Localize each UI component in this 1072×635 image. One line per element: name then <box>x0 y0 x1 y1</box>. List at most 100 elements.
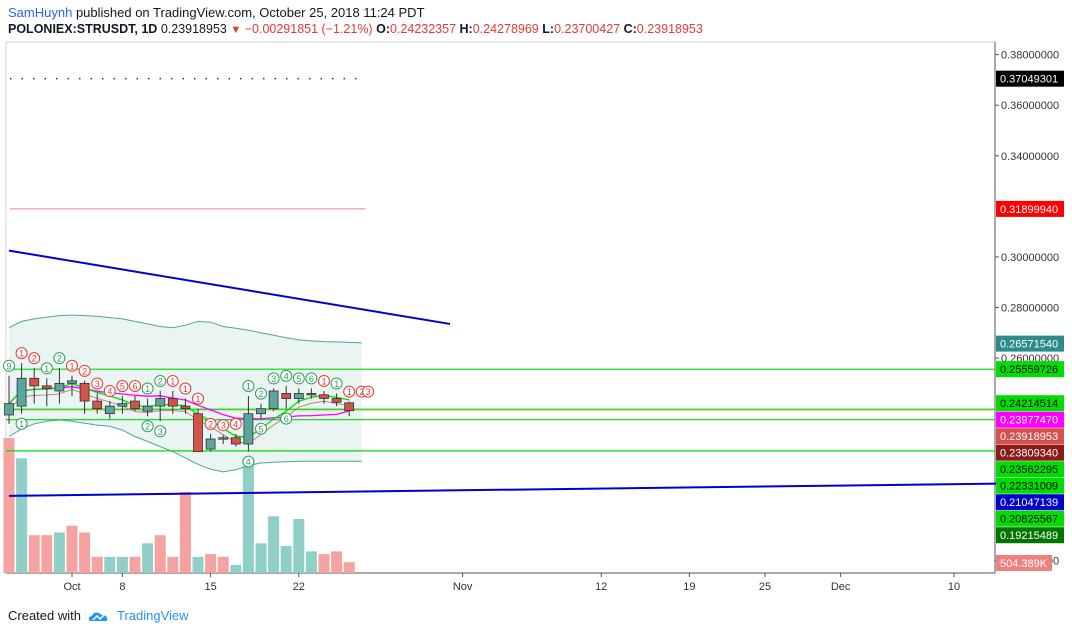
td-sequential-label: 3 <box>91 377 104 390</box>
td-sequential-label: 6 <box>305 372 318 385</box>
td-sequential-label: 5 <box>255 422 267 435</box>
volume-bar <box>268 516 280 573</box>
td-sequential-label: 2 <box>28 352 41 365</box>
svg-text:3: 3 <box>366 387 371 397</box>
y-tick-label: 0.30000000 <box>1001 252 1059 264</box>
candle-body <box>230 437 241 445</box>
x-tick-label: 22 <box>293 581 305 593</box>
svg-text:1: 1 <box>321 376 326 386</box>
svg-text:0.31899940: 0.31899940 <box>1000 204 1058 216</box>
price-tag: 0.25559726 <box>996 361 1064 378</box>
ohlc-line: POLONIEX:STRUSDT, 1D 0.23918953 ▼ −0.002… <box>8 22 703 36</box>
volume-bar <box>305 551 317 573</box>
x-tick-label: Nov <box>453 581 473 593</box>
td-sequential-label: 1 <box>343 385 356 398</box>
svg-text:6: 6 <box>309 374 314 384</box>
candle-body <box>155 398 166 407</box>
volume-bar <box>16 458 28 573</box>
candle-body <box>92 400 103 410</box>
volume-bar <box>28 535 40 573</box>
moving-average-green <box>8 382 350 438</box>
svg-text:5: 5 <box>120 382 125 392</box>
svg-text:1: 1 <box>145 384 150 394</box>
svg-text:2: 2 <box>158 376 163 386</box>
price-tag: 0.23809340 <box>996 444 1064 461</box>
candle-body <box>167 398 178 407</box>
svg-text:5: 5 <box>296 374 301 384</box>
candle-body <box>130 400 140 410</box>
td-sequential-label: 9 <box>3 359 15 372</box>
y-tick-label: 0.38000000 <box>1001 50 1059 62</box>
svg-text:3: 3 <box>271 374 276 384</box>
td-sequential-label: 2 <box>204 417 217 430</box>
low-value: 0.23700427 <box>554 22 621 36</box>
volume-bar <box>104 556 116 573</box>
volume-bar <box>205 554 217 573</box>
svg-text:0.23918953: 0.23918953 <box>1000 431 1058 443</box>
price-tag: 0.26571540 <box>996 335 1064 352</box>
volume-bar <box>318 554 330 573</box>
td-sequential-label: 1 <box>141 382 154 395</box>
svg-text:1: 1 <box>334 379 339 389</box>
svg-text:2: 2 <box>208 419 213 429</box>
author-link[interactable]: SamHuynh <box>8 5 73 20</box>
td-sequential-label: 3 <box>362 385 375 398</box>
candle-body <box>117 403 128 407</box>
x-tick-label: 8 <box>119 581 125 593</box>
svg-text:6: 6 <box>132 382 137 392</box>
svg-text:0.37049301: 0.37049301 <box>1000 74 1058 86</box>
svg-text:3: 3 <box>95 379 100 389</box>
svg-text:1: 1 <box>183 384 188 394</box>
tradingview-link[interactable]: TradingView <box>116 608 189 623</box>
price-tag: 0.23977470 <box>996 411 1064 428</box>
volume-bar <box>53 532 65 573</box>
svg-text:0.26571540: 0.26571540 <box>1000 339 1058 351</box>
td-sequential-label: 1 <box>179 382 192 395</box>
candle-body <box>205 438 216 450</box>
y-tick-label: 0.34000000 <box>1001 151 1059 163</box>
svg-text:3: 3 <box>158 427 163 437</box>
x-tick-label: 12 <box>595 581 607 593</box>
close-value: 0.23918953 <box>636 22 703 36</box>
volume-bar <box>116 556 128 573</box>
td-sequential-label: 4 <box>242 455 255 468</box>
high-value: 0.24278969 <box>472 22 539 36</box>
bollinger-upper-line <box>8 314 362 344</box>
td-sequential-label: 6 <box>280 412 293 425</box>
td-sequential-label: 2 <box>154 374 167 387</box>
moving-average-brown <box>8 388 350 444</box>
svg-text:0.23809340: 0.23809340 <box>1000 448 1058 460</box>
volume-bar <box>41 535 53 573</box>
svg-text:0.22331009: 0.22331009 <box>1000 481 1058 493</box>
tradingview-logo-icon <box>88 611 108 621</box>
candle-body <box>218 437 229 440</box>
price-tag: 0.23562295 <box>996 461 1064 478</box>
candle-body <box>180 405 191 410</box>
created-with-text: Created with <box>8 608 81 623</box>
td-sequential-label: 1 <box>318 374 330 387</box>
td-sequential-label: 3 <box>267 372 280 385</box>
uptrend-line <box>8 482 1030 497</box>
svg-text:2: 2 <box>82 366 87 376</box>
svg-text:2: 2 <box>32 354 37 364</box>
volume-bar <box>179 492 191 573</box>
svg-text:2: 2 <box>359 387 364 397</box>
svg-text:9: 9 <box>6 361 11 371</box>
svg-text:504.389K: 504.389K <box>1000 558 1048 570</box>
svg-text:1: 1 <box>44 364 49 374</box>
svg-text:1: 1 <box>19 419 24 429</box>
candle-body <box>4 403 14 416</box>
volume-bar <box>230 564 242 573</box>
volume-tag: 504.389K <box>996 555 1052 571</box>
svg-text:1: 1 <box>69 361 74 371</box>
svg-text:0.23562295: 0.23562295 <box>1000 464 1058 476</box>
down-arrow-icon: ▼ <box>230 24 242 36</box>
td-sequential-label: 4 <box>229 417 242 430</box>
svg-text:2: 2 <box>258 389 263 399</box>
svg-text:0.25559726: 0.25559726 <box>1000 364 1058 376</box>
td-sequential-label: 1 <box>192 392 204 405</box>
volume-bar <box>3 438 15 573</box>
td-sequential-label: 4 <box>280 369 293 382</box>
price-tag: 0.20825567 <box>996 510 1064 527</box>
